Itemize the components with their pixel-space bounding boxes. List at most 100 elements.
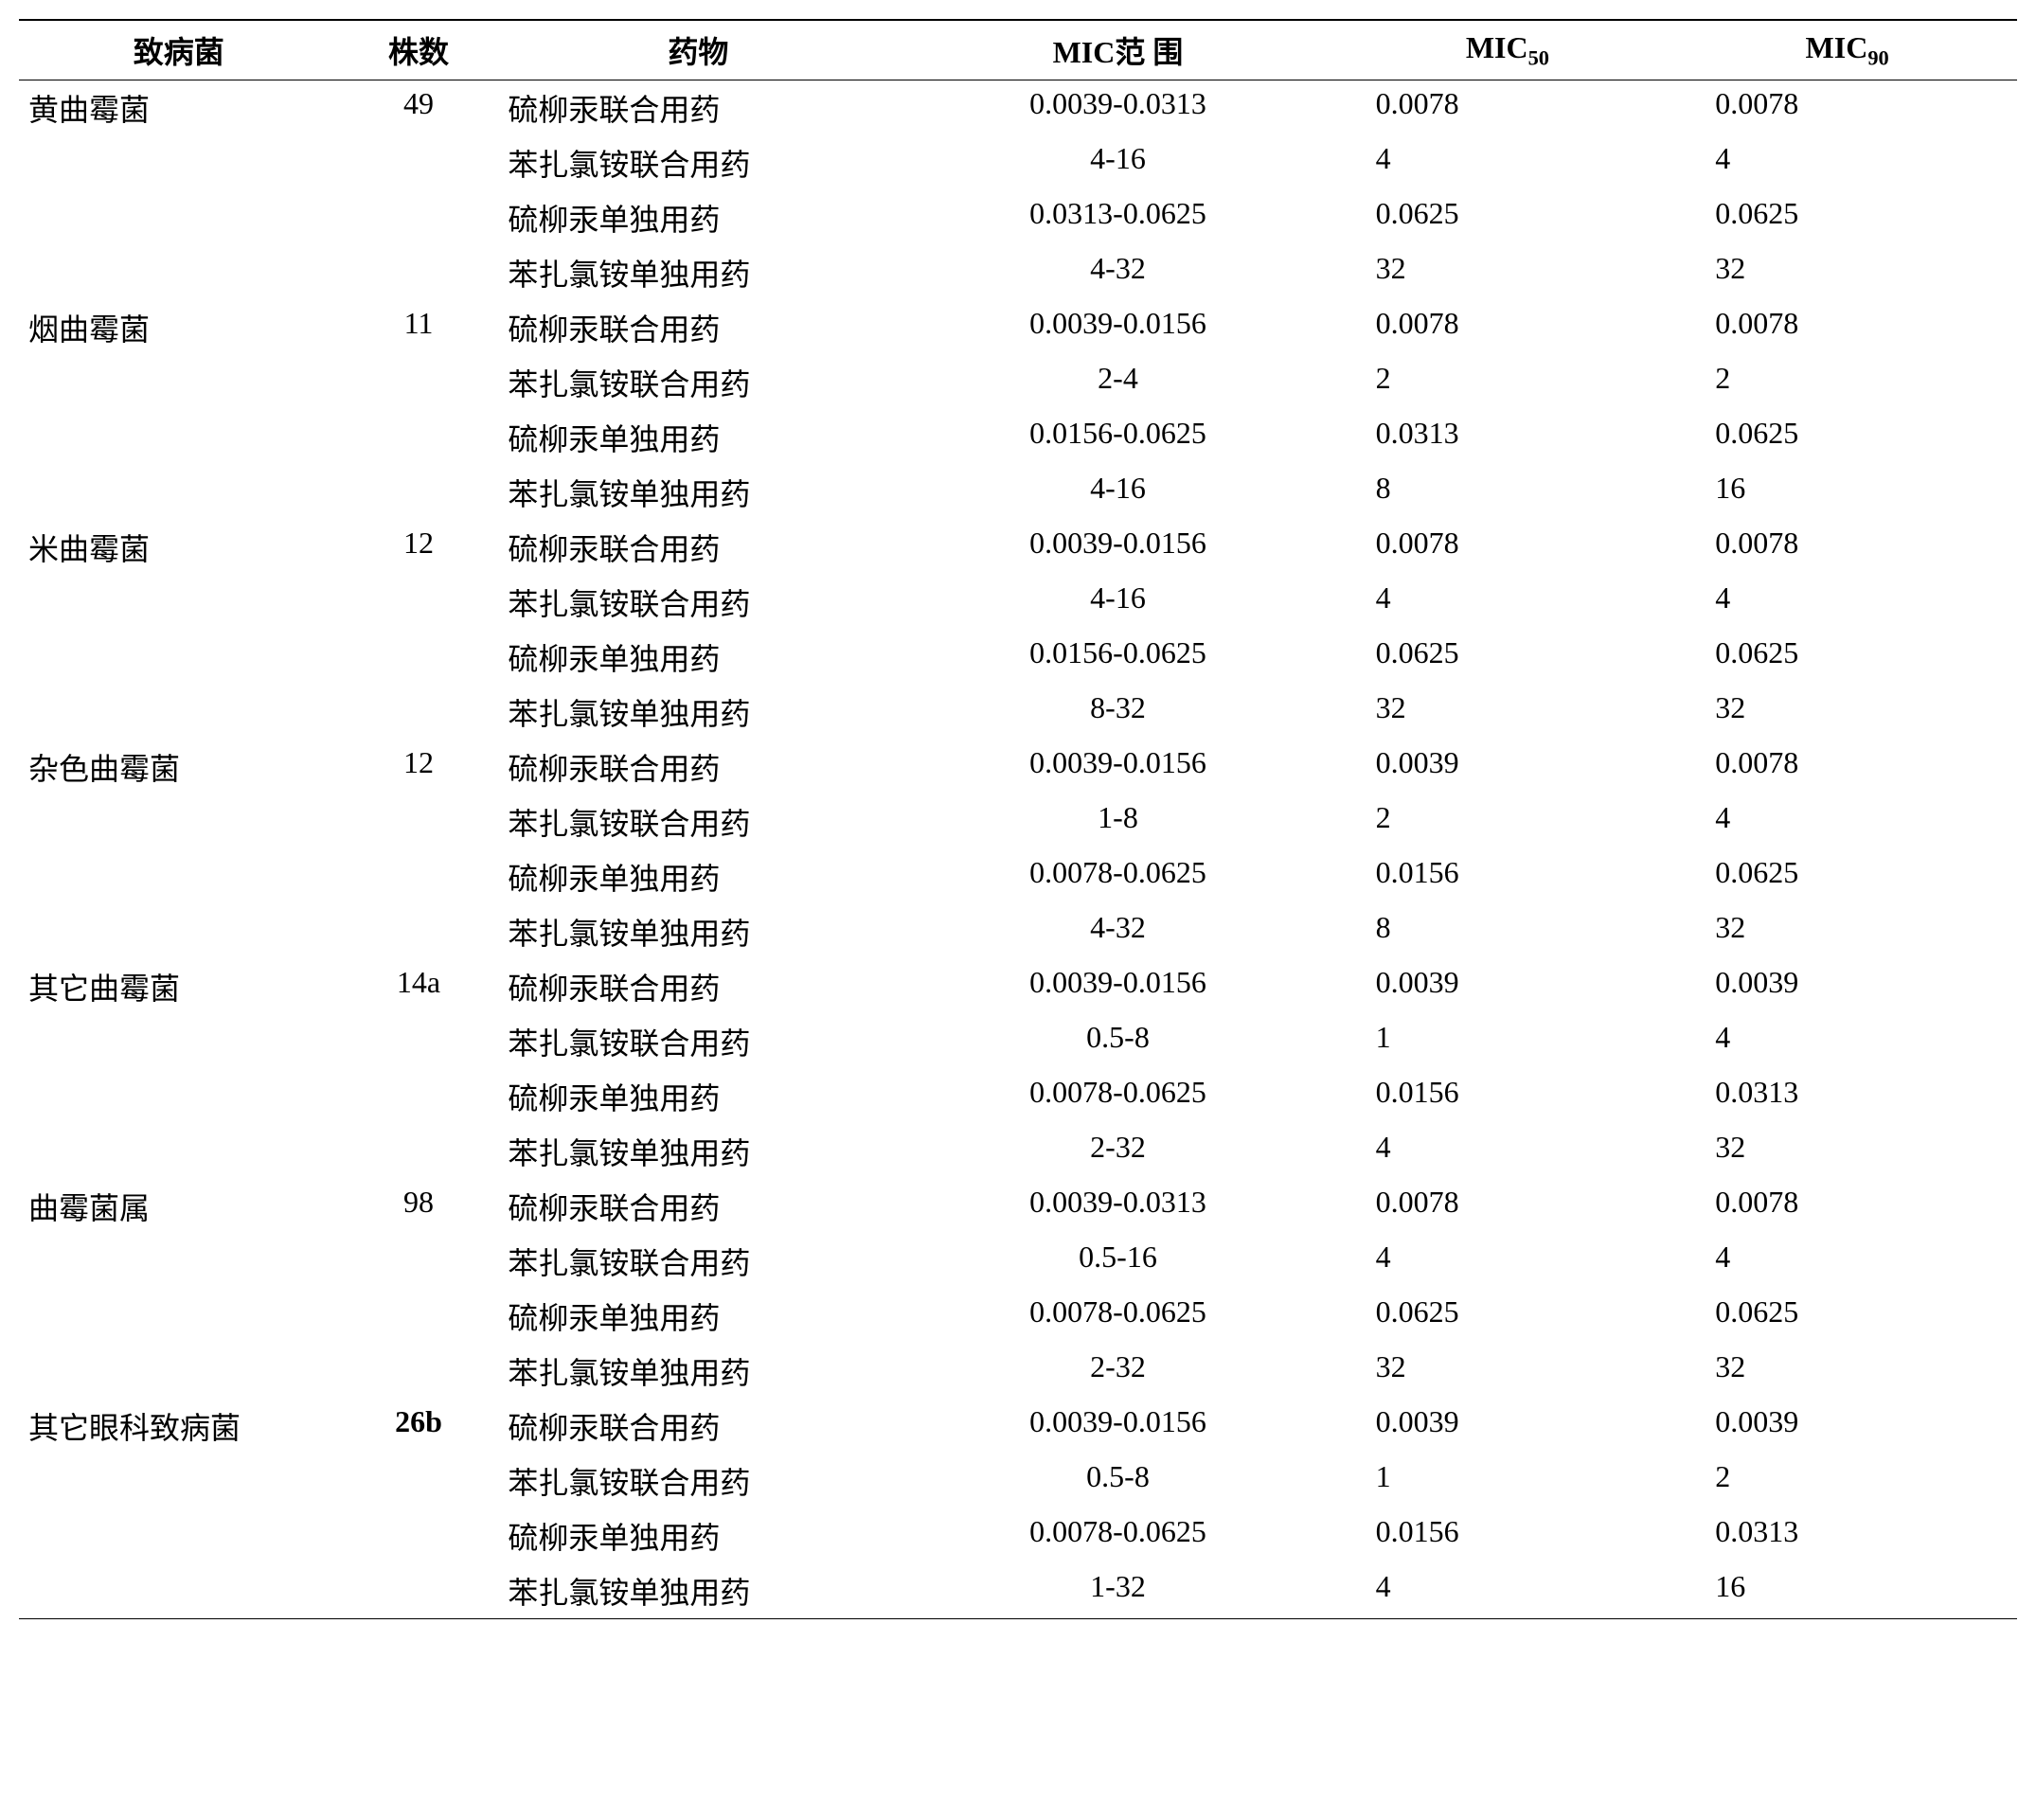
cell-mic50: 4	[1338, 1563, 1678, 1619]
cell-mic90: 4	[1677, 1234, 2017, 1289]
cell-mic50: 32	[1338, 685, 1678, 740]
cell-pathogen	[19, 1289, 339, 1344]
cell-drug: 苯扎氯铵单独用药	[498, 1344, 898, 1399]
cell-drug: 硫柳汞单独用药	[498, 410, 898, 465]
cell-mic50: 8	[1338, 465, 1678, 520]
cell-mic-range: 0.0039-0.0156	[898, 300, 1337, 355]
cell-pathogen	[19, 794, 339, 849]
cell-strains	[339, 355, 499, 410]
cell-pathogen	[19, 849, 339, 904]
cell-mic90: 4	[1677, 575, 2017, 630]
cell-mic-range: 4-16	[898, 465, 1337, 520]
cell-mic-range: 0.0078-0.0625	[898, 1508, 1337, 1563]
cell-mic-range: 0.5-8	[898, 1454, 1337, 1508]
cell-drug: 硫柳汞联合用药	[498, 1399, 898, 1454]
cell-mic90: 4	[1677, 135, 2017, 190]
cell-mic50: 1	[1338, 1014, 1678, 1069]
cell-drug: 苯扎氯铵联合用药	[498, 1234, 898, 1289]
cell-mic50: 4	[1338, 1234, 1678, 1289]
cell-mic90: 32	[1677, 1124, 2017, 1179]
cell-strains: 49	[339, 80, 499, 136]
table-row: 硫柳汞单独用药0.0156-0.06250.06250.0625	[19, 630, 2017, 685]
cell-mic90: 0.0039	[1677, 1399, 2017, 1454]
cell-mic50: 2	[1338, 794, 1678, 849]
cell-strains	[339, 1069, 499, 1124]
cell-pathogen	[19, 1508, 339, 1563]
cell-drug: 硫柳汞单独用药	[498, 190, 898, 245]
table-row: 苯扎氯铵联合用药0.5-812	[19, 1454, 2017, 1508]
cell-drug: 苯扎氯铵单独用药	[498, 1124, 898, 1179]
cell-mic50: 1	[1338, 1454, 1678, 1508]
cell-mic50: 8	[1338, 904, 1678, 959]
table-row: 苯扎氯铵联合用药4-1644	[19, 135, 2017, 190]
cell-strains	[339, 794, 499, 849]
header-mic50-prefix: MIC	[1466, 30, 1528, 64]
cell-strains	[339, 849, 499, 904]
cell-mic-range: 2-32	[898, 1344, 1337, 1399]
header-mic90-prefix: MIC	[1806, 30, 1868, 64]
table-row: 黄曲霉菌49硫柳汞联合用药0.0039-0.03130.00780.0078	[19, 80, 2017, 136]
cell-drug: 苯扎氯铵单独用药	[498, 465, 898, 520]
cell-strains	[339, 1289, 499, 1344]
cell-mic50: 2	[1338, 355, 1678, 410]
cell-mic90: 2	[1677, 355, 2017, 410]
cell-strains	[339, 685, 499, 740]
cell-strains: 11	[339, 300, 499, 355]
table-row: 苯扎氯铵联合用药0.5-814	[19, 1014, 2017, 1069]
header-strains: 株数	[339, 20, 499, 80]
cell-pathogen	[19, 575, 339, 630]
cell-strains	[339, 190, 499, 245]
header-range: MIC范 围	[898, 20, 1337, 80]
cell-drug: 苯扎氯铵联合用药	[498, 575, 898, 630]
cell-mic50: 0.0313	[1338, 410, 1678, 465]
cell-pathogen	[19, 190, 339, 245]
cell-drug: 苯扎氯铵单独用药	[498, 685, 898, 740]
cell-mic-range: 0.5-8	[898, 1014, 1337, 1069]
cell-mic90: 0.0078	[1677, 520, 2017, 575]
cell-strains	[339, 245, 499, 300]
table-row: 苯扎氯铵联合用药4-1644	[19, 575, 2017, 630]
cell-mic90: 4	[1677, 1014, 2017, 1069]
cell-pathogen: 其它曲霉菌	[19, 959, 339, 1014]
cell-mic-range: 0.0039-0.0313	[898, 80, 1337, 136]
cell-mic90: 16	[1677, 465, 2017, 520]
cell-mic90: 0.0039	[1677, 959, 2017, 1014]
cell-pathogen	[19, 904, 339, 959]
table-row: 硫柳汞单独用药0.0078-0.06250.06250.0625	[19, 1289, 2017, 1344]
cell-strains: 12	[339, 520, 499, 575]
cell-mic-range: 0.0039-0.0156	[898, 520, 1337, 575]
cell-strains	[339, 1563, 499, 1619]
cell-strains	[339, 630, 499, 685]
cell-pathogen: 杂色曲霉菌	[19, 740, 339, 794]
cell-mic-range: 0.0039-0.0156	[898, 1399, 1337, 1454]
cell-mic90: 0.0625	[1677, 849, 2017, 904]
cell-mic50: 4	[1338, 135, 1678, 190]
table-row: 曲霉菌属98硫柳汞联合用药0.0039-0.03130.00780.0078	[19, 1179, 2017, 1234]
cell-mic50: 32	[1338, 1344, 1678, 1399]
cell-mic-range: 0.0156-0.0625	[898, 410, 1337, 465]
cell-mic-range: 4-16	[898, 575, 1337, 630]
cell-mic50: 0.0156	[1338, 849, 1678, 904]
cell-mic-range: 0.0039-0.0313	[898, 1179, 1337, 1234]
cell-pathogen: 曲霉菌属	[19, 1179, 339, 1234]
cell-mic50: 0.0625	[1338, 630, 1678, 685]
table-row: 苯扎氯铵联合用药1-824	[19, 794, 2017, 849]
cell-strains	[339, 135, 499, 190]
cell-mic50: 0.0156	[1338, 1069, 1678, 1124]
cell-drug: 硫柳汞联合用药	[498, 959, 898, 1014]
cell-mic50: 0.0078	[1338, 300, 1678, 355]
cell-pathogen: 黄曲霉菌	[19, 80, 339, 136]
cell-mic-range: 0.5-16	[898, 1234, 1337, 1289]
cell-strains: 26b	[339, 1399, 499, 1454]
header-mic50-sub: 50	[1528, 45, 1549, 69]
cell-mic90: 2	[1677, 1454, 2017, 1508]
cell-pathogen	[19, 1344, 339, 1399]
cell-drug: 苯扎氯铵联合用药	[498, 1014, 898, 1069]
cell-mic90: 0.0313	[1677, 1508, 2017, 1563]
cell-strains	[339, 1014, 499, 1069]
cell-pathogen	[19, 465, 339, 520]
cell-mic50: 4	[1338, 1124, 1678, 1179]
table-row: 硫柳汞单独用药0.0078-0.06250.01560.0313	[19, 1508, 2017, 1563]
cell-pathogen	[19, 1234, 339, 1289]
cell-mic90: 0.0078	[1677, 300, 2017, 355]
